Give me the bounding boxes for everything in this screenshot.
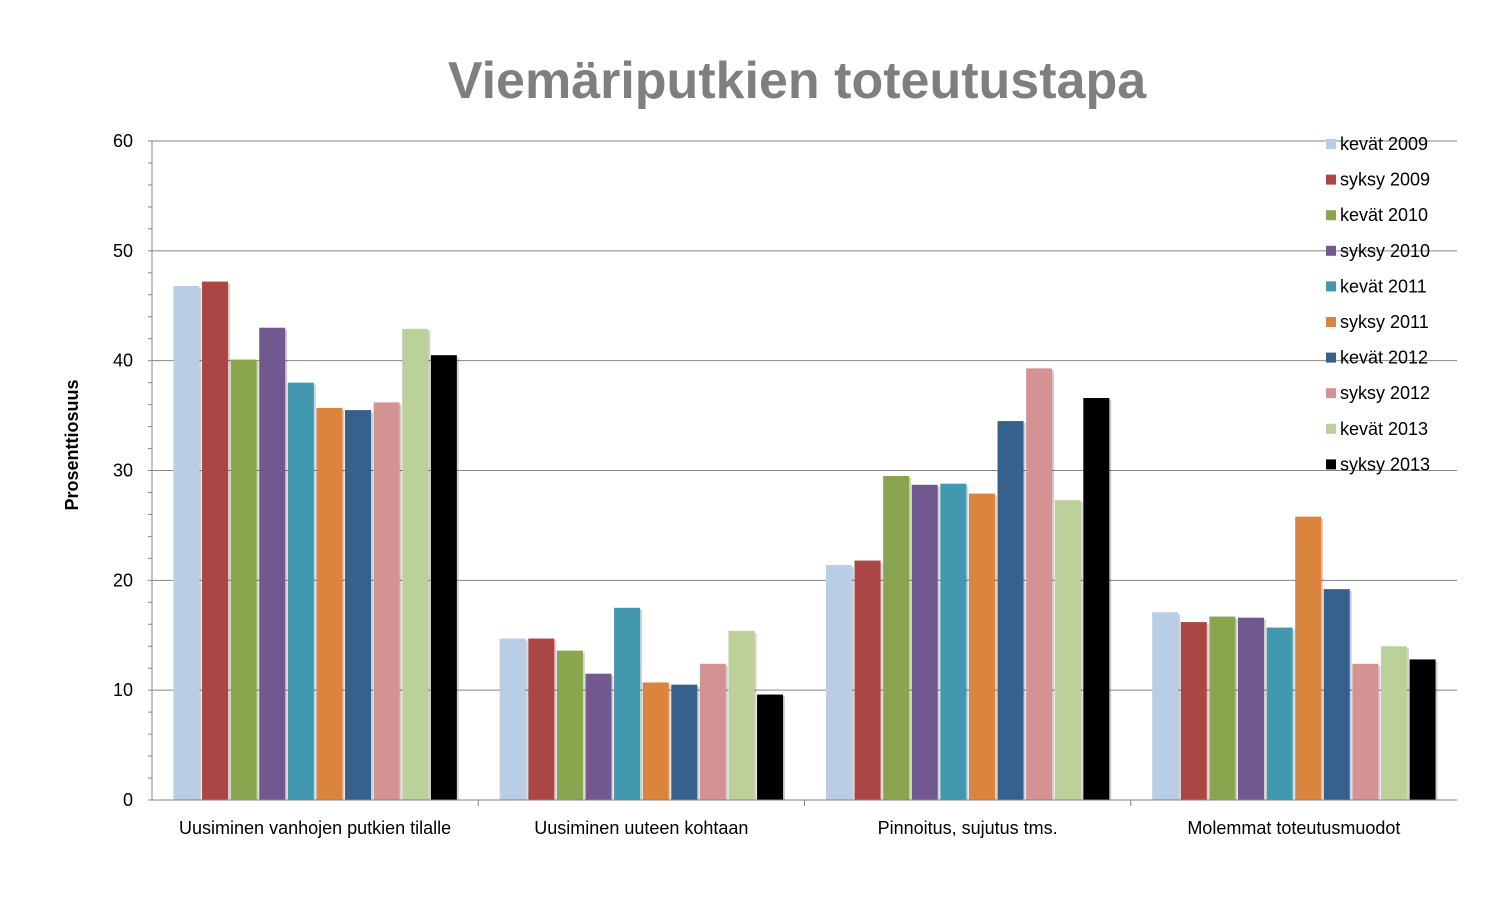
legend-swatch (1326, 245, 1336, 256)
legend-swatch (1326, 139, 1336, 149)
legend-label: kevät 2012 (1340, 348, 1428, 368)
y-tick-label: 0 (123, 790, 133, 810)
bar (940, 483, 967, 800)
y-tick-label: 50 (113, 241, 133, 261)
bar (1152, 612, 1179, 800)
bar (528, 638, 555, 800)
bar (671, 684, 698, 800)
legend-label: syksy 2013 (1340, 454, 1430, 474)
legend-swatch (1326, 174, 1336, 185)
bar (1209, 616, 1236, 800)
legend-label: kevät 2009 (1340, 134, 1428, 154)
bar (757, 694, 784, 800)
bar (499, 638, 526, 800)
legend-label: kevät 2013 (1340, 419, 1428, 439)
legend: kevät 2009 syksy 2009 kevät 2010 syksy 2010… (1326, 134, 1430, 474)
legend-swatch (1326, 423, 1336, 434)
legend-swatch (1326, 210, 1336, 221)
bar (1380, 646, 1407, 800)
bar (316, 407, 343, 800)
bar (402, 328, 429, 800)
legend-swatch (1326, 281, 1336, 292)
bar (287, 382, 314, 800)
legend-swatch (1326, 459, 1336, 470)
y-axis-label: Prosenttiosuus (62, 379, 82, 510)
legend-swatch (1326, 317, 1336, 327)
bar (614, 607, 641, 800)
y-tick-label: 10 (113, 680, 133, 700)
y-tick-label: 30 (113, 461, 133, 481)
bar (556, 650, 583, 800)
bar (230, 359, 257, 800)
bar (345, 410, 372, 800)
bar (911, 484, 938, 800)
axes: 0 10 20 30 40 50 60 Uusiminen vanhojen putkien … (113, 131, 1457, 838)
bar (1295, 516, 1322, 800)
y-tick-label: 40 (113, 351, 133, 371)
legend-label: kevät 2011 (1340, 276, 1427, 296)
legend-label: syksy 2012 (1340, 383, 1430, 403)
bar (642, 682, 669, 800)
bar (430, 355, 457, 800)
bar (968, 493, 995, 800)
x-category-label: Pinnoitus, sujutus tms. (878, 818, 1058, 838)
bar (1026, 368, 1053, 800)
bar (854, 560, 881, 800)
bars (173, 281, 1438, 801)
legend-label: syksy 2011 (1340, 312, 1429, 332)
legend-label: syksy 2010 (1340, 241, 1430, 261)
legend-label: kevät 2010 (1340, 205, 1428, 225)
bar (997, 421, 1024, 800)
bar (728, 630, 755, 800)
bar (585, 673, 612, 800)
bar (1237, 617, 1264, 800)
bar (1266, 627, 1293, 800)
bar (1180, 622, 1207, 800)
chart-title: Viemäriputkien toteutustapa (448, 52, 1147, 110)
y-tick-label: 20 (113, 570, 133, 590)
legend-label: syksy 2009 (1340, 170, 1430, 190)
x-category-label: Molemmat toteutusmuodot (1187, 818, 1400, 838)
bar (373, 402, 400, 800)
legend-swatch (1326, 352, 1336, 363)
legend-swatch (1326, 388, 1336, 399)
bar (699, 663, 726, 800)
bar (259, 327, 286, 800)
bar (202, 281, 229, 800)
y-tick-label: 60 (113, 131, 133, 151)
x-category-label: Uusiminen vanhojen putkien tilalle (179, 818, 451, 838)
bar (1054, 500, 1081, 800)
bar (1083, 398, 1110, 800)
bar (1409, 659, 1436, 800)
bar (883, 475, 910, 800)
bar (1352, 663, 1379, 800)
x-category-label: Uusiminen uuteen kohtaan (534, 818, 748, 838)
bar (173, 285, 200, 801)
bar (1323, 589, 1350, 800)
bar (825, 564, 852, 800)
